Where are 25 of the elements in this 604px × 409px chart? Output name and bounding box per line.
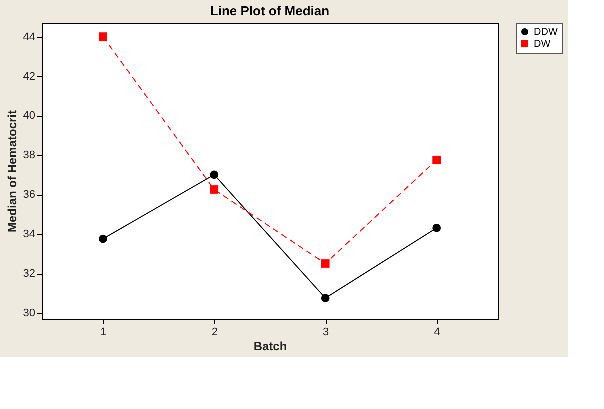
- y-tick-label: 32: [23, 268, 36, 280]
- y-tick-label: 30: [23, 308, 36, 320]
- point: [210, 186, 219, 194]
- x-axis-title: Batch: [254, 340, 288, 354]
- y-tick-label: 40: [23, 110, 36, 122]
- y-tick-label: 38: [23, 150, 36, 162]
- point: [321, 294, 330, 302]
- x-tick-label: 1: [100, 326, 107, 338]
- y-tick-label: 44: [23, 31, 36, 44]
- point: [432, 224, 442, 232]
- point: [321, 260, 330, 268]
- point: [432, 156, 442, 164]
- x-tick-label: 4: [434, 326, 440, 338]
- chart-title: Line Plot of Median: [210, 4, 330, 18]
- y-tick-label: 36: [23, 189, 36, 202]
- legend-label: DW: [534, 39, 552, 50]
- point: [210, 170, 219, 180]
- x-tick-label: 2: [212, 326, 218, 338]
- legend-label: DDW: [534, 27, 558, 38]
- y-tick-label: 34: [23, 228, 36, 241]
- point: [98, 32, 108, 41]
- y-axis-title: Median of Hematocrit: [5, 110, 20, 233]
- y-tick-label: 42: [23, 70, 36, 83]
- x-tick-label: 3: [323, 326, 330, 338]
- point: [98, 234, 108, 244]
